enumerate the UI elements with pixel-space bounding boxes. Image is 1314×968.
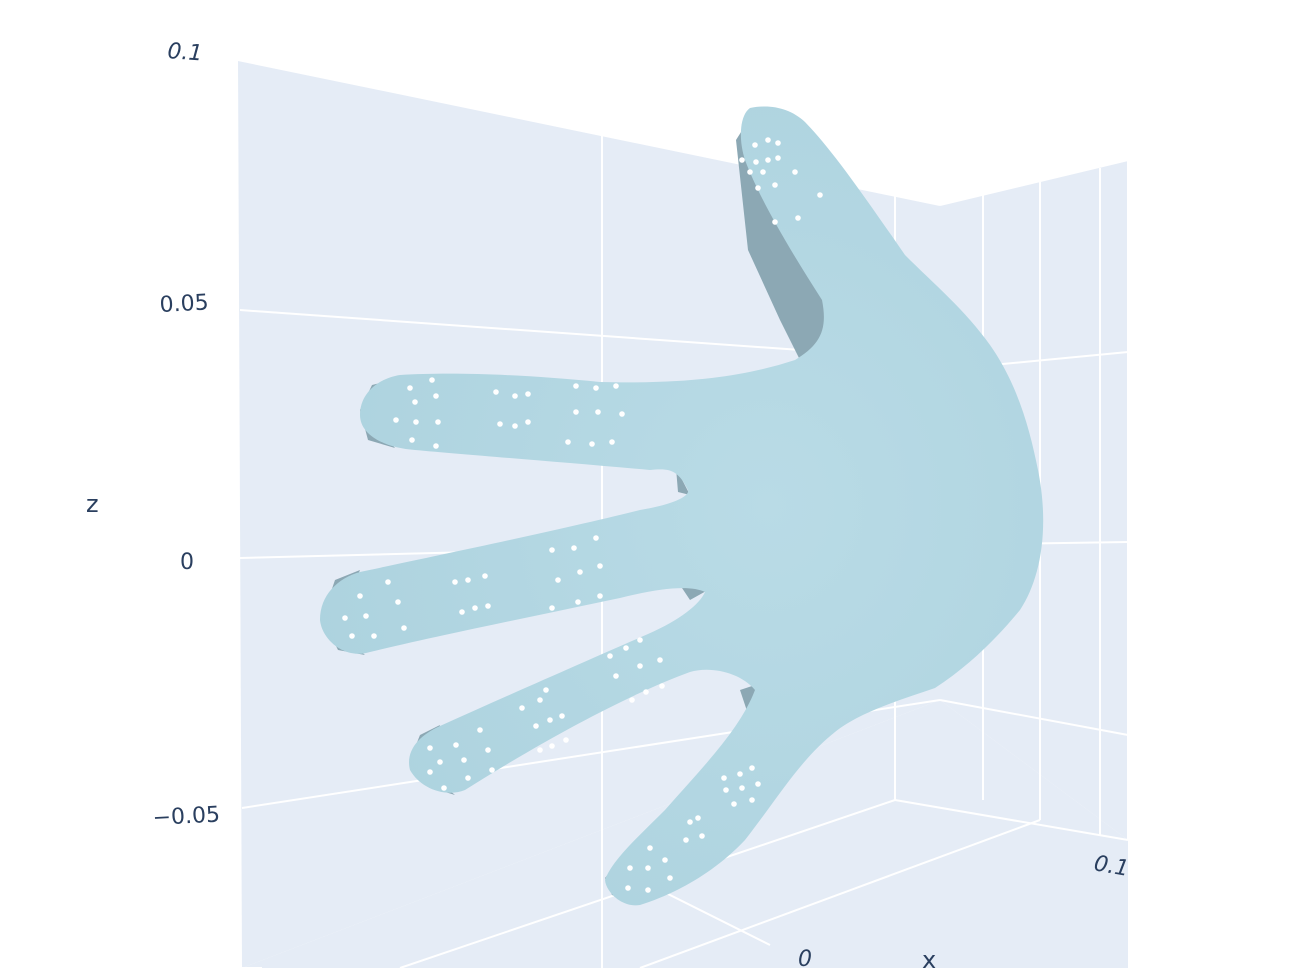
hand-mesh-surface bbox=[320, 106, 1044, 906]
x-tick-label: 0.1 bbox=[1092, 851, 1131, 882]
z-tick-label: 0.05 bbox=[159, 290, 209, 318]
mesh-marker-dots bbox=[342, 137, 823, 893]
z-tick-label: 0 bbox=[180, 550, 194, 575]
x-axis-ticks: 0 0.1 bbox=[798, 851, 1131, 968]
z-tick-label: 0.1 bbox=[167, 39, 204, 66]
z-axis-title: z bbox=[86, 490, 99, 518]
x-tick-label: 0 bbox=[798, 947, 812, 968]
hand-mesh[interactable] bbox=[320, 106, 1044, 906]
z-tick-label: −0.05 bbox=[152, 802, 221, 830]
z-axis-ticks: 0.1 0.05 0 −0.05 bbox=[152, 39, 221, 831]
x-axis-title: x bbox=[922, 946, 936, 968]
